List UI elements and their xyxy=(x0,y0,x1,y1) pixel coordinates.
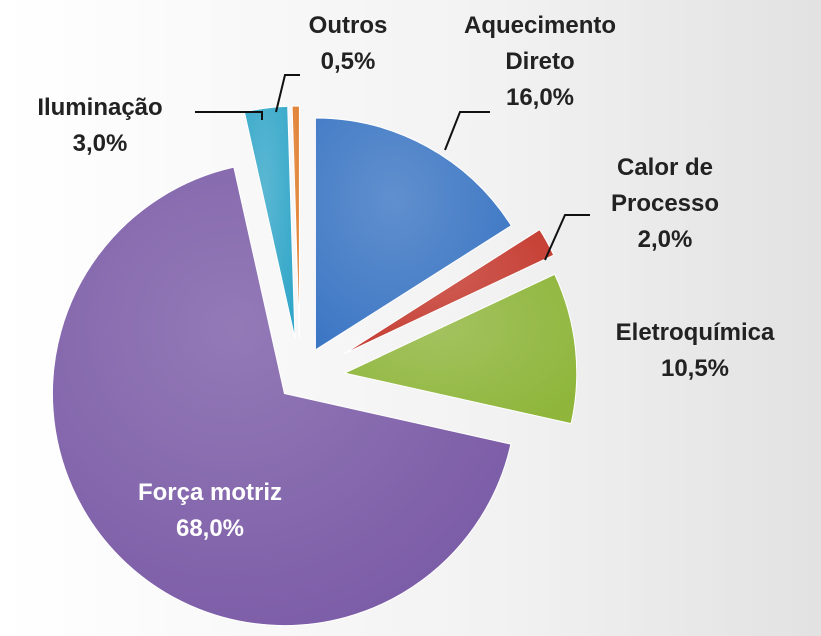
category-label: Calor de Processo xyxy=(610,154,720,217)
slice-label: Iluminação 3,0% xyxy=(10,90,190,162)
pie-slice xyxy=(291,105,300,339)
slice-label: Eletroquímica 10,5% xyxy=(580,315,810,387)
slice-label: Aquecimento Direto 16,0% xyxy=(440,8,640,116)
slice-label: Força motriz 68,0% xyxy=(95,475,325,547)
category-label: Eletroquímica xyxy=(615,319,775,346)
value-label: 3,0% xyxy=(72,130,128,157)
category-label: Iluminação xyxy=(37,94,163,121)
leader-line xyxy=(275,74,300,113)
pie-slice xyxy=(314,117,512,351)
leader-line xyxy=(544,214,590,261)
value-label: 0,5% xyxy=(320,48,376,75)
category-label: Outros xyxy=(308,12,388,39)
category-label: Aquecimento Direto xyxy=(463,12,616,75)
value-label: 16,0% xyxy=(505,84,575,111)
value-label: 10,5% xyxy=(660,355,730,382)
category-label: Força motriz xyxy=(137,479,283,506)
value-label: 2,0% xyxy=(637,226,693,253)
leader-line xyxy=(444,111,490,151)
leader-line xyxy=(195,111,263,120)
pie-slice xyxy=(343,273,578,425)
slice-label: Calor de Processo 2,0% xyxy=(585,150,745,258)
pie-slice xyxy=(343,228,555,355)
slice-label: Outros 0,5% xyxy=(288,8,408,80)
pie-slice xyxy=(51,166,512,627)
value-label: 68,0% xyxy=(175,515,245,542)
